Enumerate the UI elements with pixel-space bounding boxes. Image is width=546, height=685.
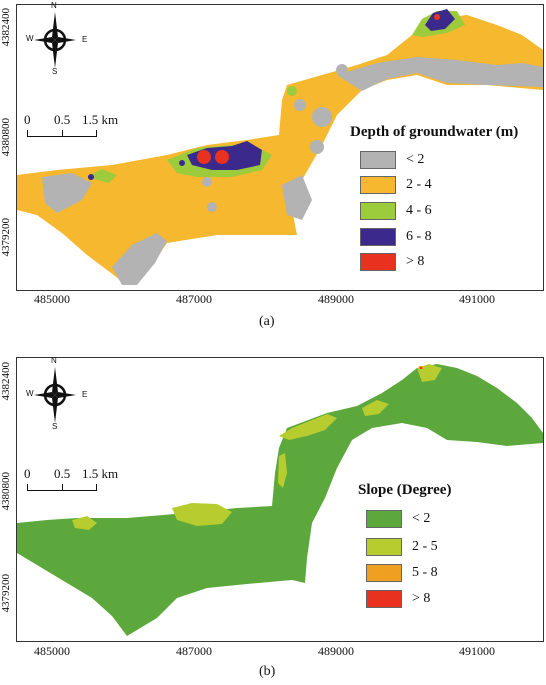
map-zone-6-8-spot-2 — [179, 160, 185, 166]
legend-item-a-1: < 2 — [360, 151, 424, 169]
b-ytick-3: 4379200 — [0, 574, 12, 613]
groundwater-map-svg — [17, 9, 543, 285]
legend-item-a-3: 4 - 6 — [360, 202, 432, 220]
legend-item-a-5: > 8 — [360, 253, 424, 271]
b-ytick-1: 4382400 — [0, 362, 12, 401]
map-zone-lt2-pit-4 — [202, 177, 212, 187]
legend-label: 2 - 5 — [412, 539, 438, 554]
map-zone-gt8-2 — [215, 150, 229, 164]
caption-a: (a) — [259, 314, 275, 329]
b-xtick-2: 487000 — [176, 644, 212, 658]
compass-w: W — [26, 389, 34, 398]
legend-title-a: Depth of groundwater (m) — [350, 124, 519, 140]
legend-label: 4 - 6 — [406, 203, 432, 218]
legend-label: > 8 — [412, 591, 431, 606]
scale-label-end: 1.5 km — [82, 112, 119, 127]
map-zone-4-6-spot — [287, 86, 297, 96]
map-zone-6-8-spot — [88, 174, 94, 180]
map-zone-lt2-pit-1 — [312, 107, 332, 127]
map-zone-lt2-pit-5 — [207, 202, 217, 212]
a-xtick-3: 489000 — [318, 292, 354, 306]
legend-item-b-4: > 8 — [366, 590, 430, 608]
map-zone-lt2-southwest — [112, 233, 167, 285]
scale-label-end: 1.5 km — [82, 466, 119, 481]
legend-label: 2 - 4 — [406, 177, 432, 192]
map-zone-lt2-pit-6 — [336, 64, 348, 76]
map-zone-slope-2-5-ridge — [278, 453, 287, 488]
map-zone-lt2-pit-2 — [310, 140, 324, 154]
legend-title-b: Slope (Degree) — [358, 482, 452, 498]
legend-item-a-4: 6 - 8 — [360, 228, 432, 246]
map-zone-gt8-1 — [197, 150, 211, 164]
a-ytick-1: 4382400 — [0, 8, 12, 47]
compass-n: N — [51, 356, 57, 365]
map-zone-slope-2-5-center — [172, 503, 232, 526]
map-zone-slope-2-5-north — [279, 414, 337, 440]
compass-rose-a: N S W E — [26, 1, 87, 76]
slope-map — [16, 357, 544, 642]
legend-item-a-2: 2 - 4 — [360, 176, 432, 194]
legend-item-b-1: < 2 — [366, 510, 430, 528]
compass-icon — [34, 12, 76, 68]
compass-n: N — [51, 1, 57, 10]
legend-item-b-2: 2 - 5 — [366, 538, 438, 556]
legend-label: 6 - 8 — [406, 229, 432, 244]
map-zone-6-8-north — [425, 9, 455, 31]
compass-w: W — [26, 34, 34, 43]
legend-swatch — [360, 176, 396, 194]
map-zone-lt2-northeast — [337, 57, 543, 91]
map-zone-gt8-3 — [434, 14, 440, 20]
compass-s: S — [52, 67, 58, 76]
map-zone-lt2-pit-3 — [294, 99, 306, 111]
scale-bar-b: 0 0.5 1.5 km — [24, 466, 134, 500]
compass-icon — [34, 367, 76, 423]
a-xtick-2: 487000 — [176, 292, 212, 306]
scale-label-0: 0 — [24, 112, 31, 127]
legend-label: > 8 — [406, 254, 425, 269]
legend-swatch — [366, 590, 402, 608]
compass-e: E — [82, 35, 88, 44]
legend-item-b-3: 5 - 8 — [366, 564, 438, 582]
legend-swatch — [360, 151, 396, 169]
map-zone-4-6-west — [87, 169, 117, 183]
compass-e: E — [82, 390, 88, 399]
a-ytick-3: 4379200 — [0, 218, 12, 257]
legend-swatch — [360, 253, 396, 271]
caption-b: (b) — [259, 664, 276, 679]
map-zone-slope-2-5-west — [72, 516, 97, 530]
map-zone-slope-lt2 — [17, 364, 543, 636]
map-zone-slope-2-5-east — [362, 400, 389, 416]
legend-swatch — [360, 202, 396, 220]
legend-swatch — [366, 538, 402, 556]
legend-label: < 2 — [406, 152, 425, 167]
map-zone-lt2-corridor — [282, 175, 312, 220]
legend-label: 5 - 8 — [412, 565, 438, 580]
compass-rose-b: N S W E — [26, 356, 87, 431]
scale-label-mid: 0.5 — [54, 112, 71, 127]
legend-label: < 2 — [412, 511, 431, 526]
map-zone-lt2-west — [42, 173, 92, 213]
legend-swatch — [366, 510, 402, 528]
a-xtick-4: 491000 — [459, 292, 495, 306]
map-zone-slope-2-5-north-2 — [417, 364, 442, 382]
b-xtick-4: 491000 — [459, 644, 495, 658]
a-xtick-1: 485000 — [34, 292, 70, 306]
map-zone-slope-gt8 — [420, 367, 422, 369]
a-ytick-2: 4380800 — [0, 118, 12, 157]
slope-map-svg — [17, 364, 543, 636]
scale-label-mid: 0.5 — [54, 466, 71, 481]
map-zone-2-4 — [17, 15, 543, 285]
legend-swatch — [360, 228, 396, 246]
legend-swatch — [366, 564, 402, 582]
compass-s: S — [52, 422, 58, 431]
scale-bar-a: 0 0.5 1.5 km — [24, 112, 134, 146]
b-ytick-2: 4380800 — [0, 472, 12, 511]
b-xtick-1: 485000 — [34, 644, 70, 658]
groundwater-depth-map — [16, 4, 544, 291]
scale-label-0: 0 — [24, 466, 31, 481]
b-xtick-3: 489000 — [318, 644, 354, 658]
